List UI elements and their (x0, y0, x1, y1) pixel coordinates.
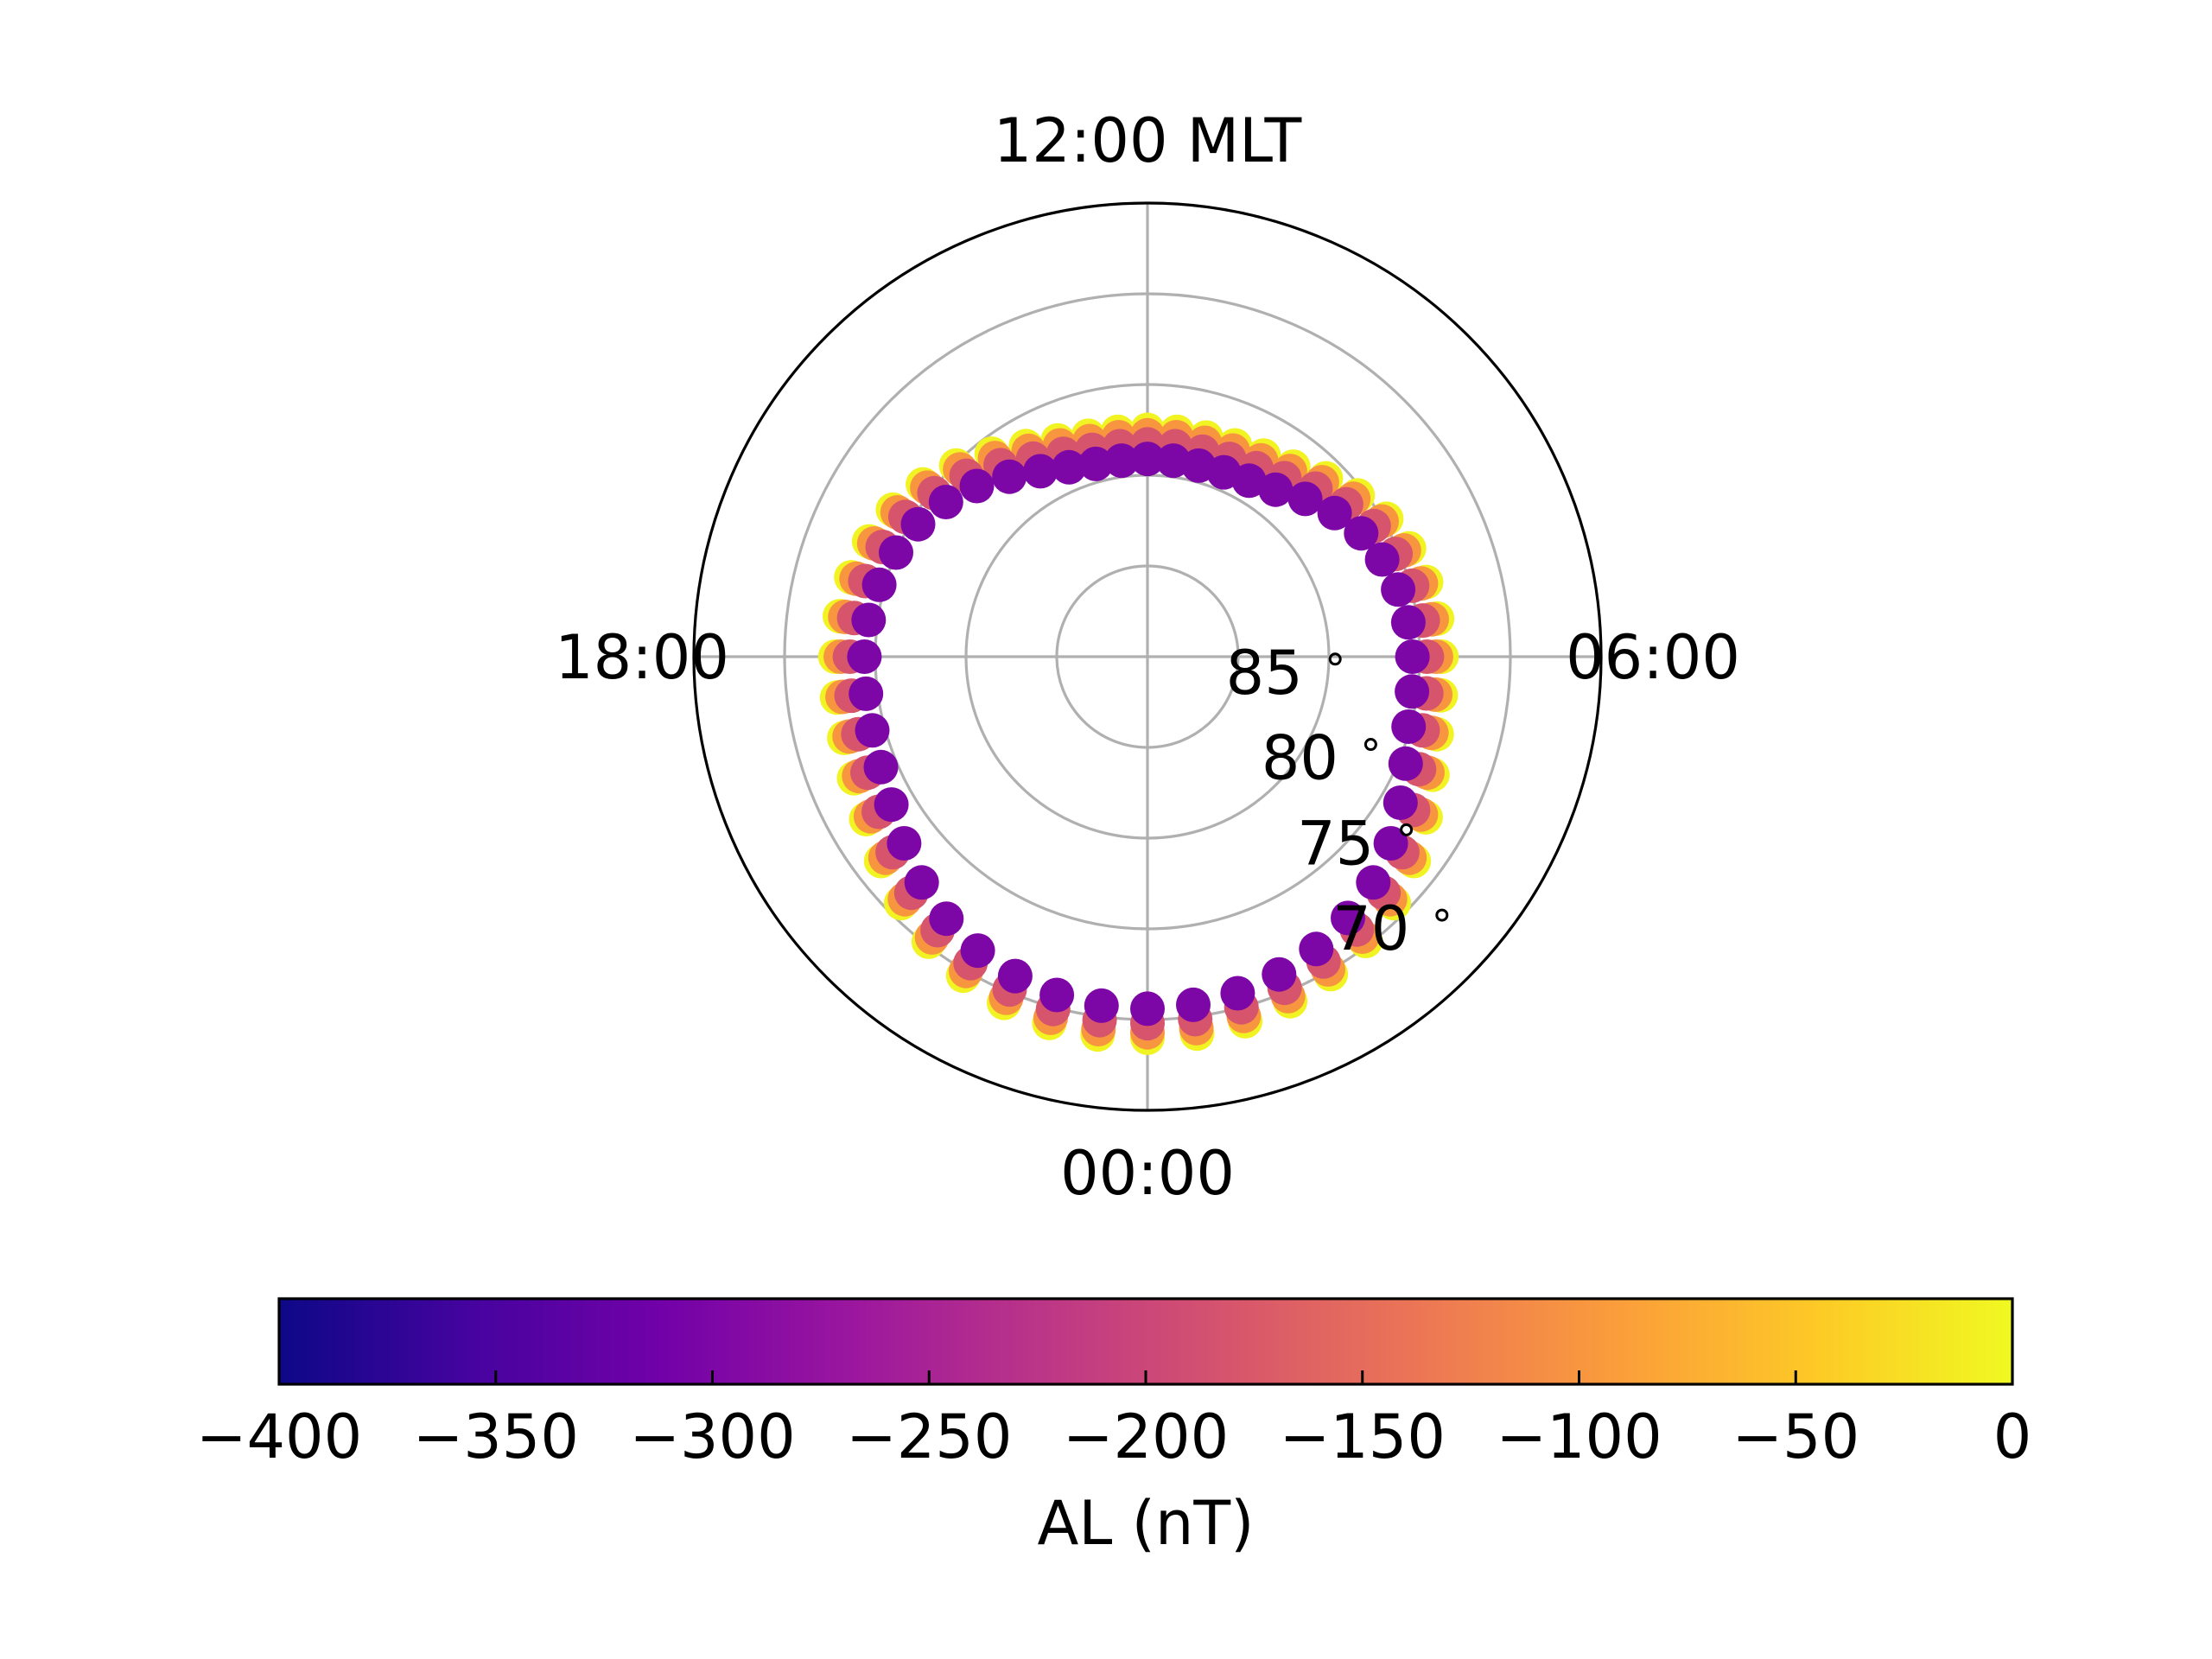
degree-icon (1400, 823, 1414, 836)
data-point (847, 639, 882, 674)
data-point (1023, 454, 1058, 489)
lat-label-85: 85 (1226, 638, 1303, 709)
mlt-labels: 12:00 MLT 18:00 06:00 00:00 (555, 105, 1740, 1209)
data-point (887, 826, 922, 861)
data-point (1381, 572, 1416, 607)
colorbar-tick-label: −400 (196, 1402, 362, 1472)
data-point (1287, 481, 1323, 517)
data-point (1220, 976, 1255, 1011)
data-point (1344, 516, 1379, 551)
data-point (1317, 495, 1352, 531)
mlt-label-dawn: 06:00 (1566, 622, 1740, 693)
data-point (851, 602, 887, 638)
colorbar-tick-label: −300 (629, 1402, 795, 1472)
colorbar-title: AL (nT) (1038, 1488, 1255, 1559)
data-point (861, 567, 897, 602)
colorbar-tick-label: 0 (1993, 1402, 2032, 1472)
data-point (1039, 977, 1075, 1013)
colorbar-ticks: −400 −350 −300 −250 −200 −150 −100 −50 0 (196, 1370, 2031, 1472)
data-point (874, 787, 909, 823)
data-point (1331, 900, 1365, 936)
data-point (1104, 443, 1140, 479)
colorbar-tick-label: −200 (1063, 1402, 1229, 1472)
colorbar: −400 −350 −300 −250 −200 −150 −100 −50 0 AL (nT) (196, 1297, 2031, 1559)
data-point (959, 468, 995, 504)
mlt-label-midnight: 00:00 (1060, 1138, 1235, 1209)
data-point (960, 933, 995, 969)
colorbar-tick-label: −100 (1496, 1402, 1662, 1472)
data-point (849, 676, 884, 711)
degree-icon (1363, 738, 1377, 752)
data-point (1391, 709, 1427, 744)
data-point (855, 713, 890, 748)
data-point (1052, 449, 1087, 485)
data-point (1130, 442, 1165, 477)
colorbar-gradient (277, 1297, 2014, 1386)
data-point (929, 901, 964, 937)
lat-label-75: 75 (1297, 808, 1374, 879)
mlt-label-dusk: 18:00 (555, 622, 729, 693)
data-point (1395, 674, 1430, 709)
degree-icon (1328, 652, 1342, 666)
data-point (1155, 443, 1191, 479)
colorbar-tick-label: −150 (1280, 1402, 1446, 1472)
data-point (997, 958, 1033, 994)
degree-icon (1435, 908, 1449, 922)
data-points (817, 412, 1459, 1055)
data-point (1299, 931, 1334, 967)
data-point (904, 865, 939, 900)
data-point (1390, 605, 1426, 640)
data-point (928, 485, 963, 519)
colorbar-tick-label: −350 (413, 1402, 579, 1472)
data-point (1084, 988, 1119, 1023)
data-point (863, 749, 899, 785)
data-point (1130, 991, 1165, 1027)
mlt-label-noon: 12:00 MLT (994, 105, 1302, 176)
data-point (1382, 785, 1418, 820)
data-point (1176, 987, 1211, 1022)
data-point (1395, 639, 1430, 674)
colorbar-tick-label: −50 (1732, 1402, 1859, 1472)
latitude-labels: 85 80 75 70 (1226, 638, 1449, 964)
data-point (1356, 865, 1391, 900)
lat-label-70: 70 (1332, 893, 1409, 964)
data-point (1078, 446, 1114, 481)
data-point (1258, 472, 1294, 507)
data-point (992, 459, 1027, 494)
lat-label-80: 80 (1262, 723, 1338, 794)
data-point (1262, 957, 1297, 992)
data-point (1388, 746, 1423, 781)
colorbar-tick-label: −250 (846, 1402, 1012, 1472)
data-point (879, 535, 913, 570)
data-point (1364, 542, 1400, 577)
polar-frame (692, 201, 1603, 1112)
data-point (1373, 826, 1408, 861)
data-point (900, 506, 936, 542)
